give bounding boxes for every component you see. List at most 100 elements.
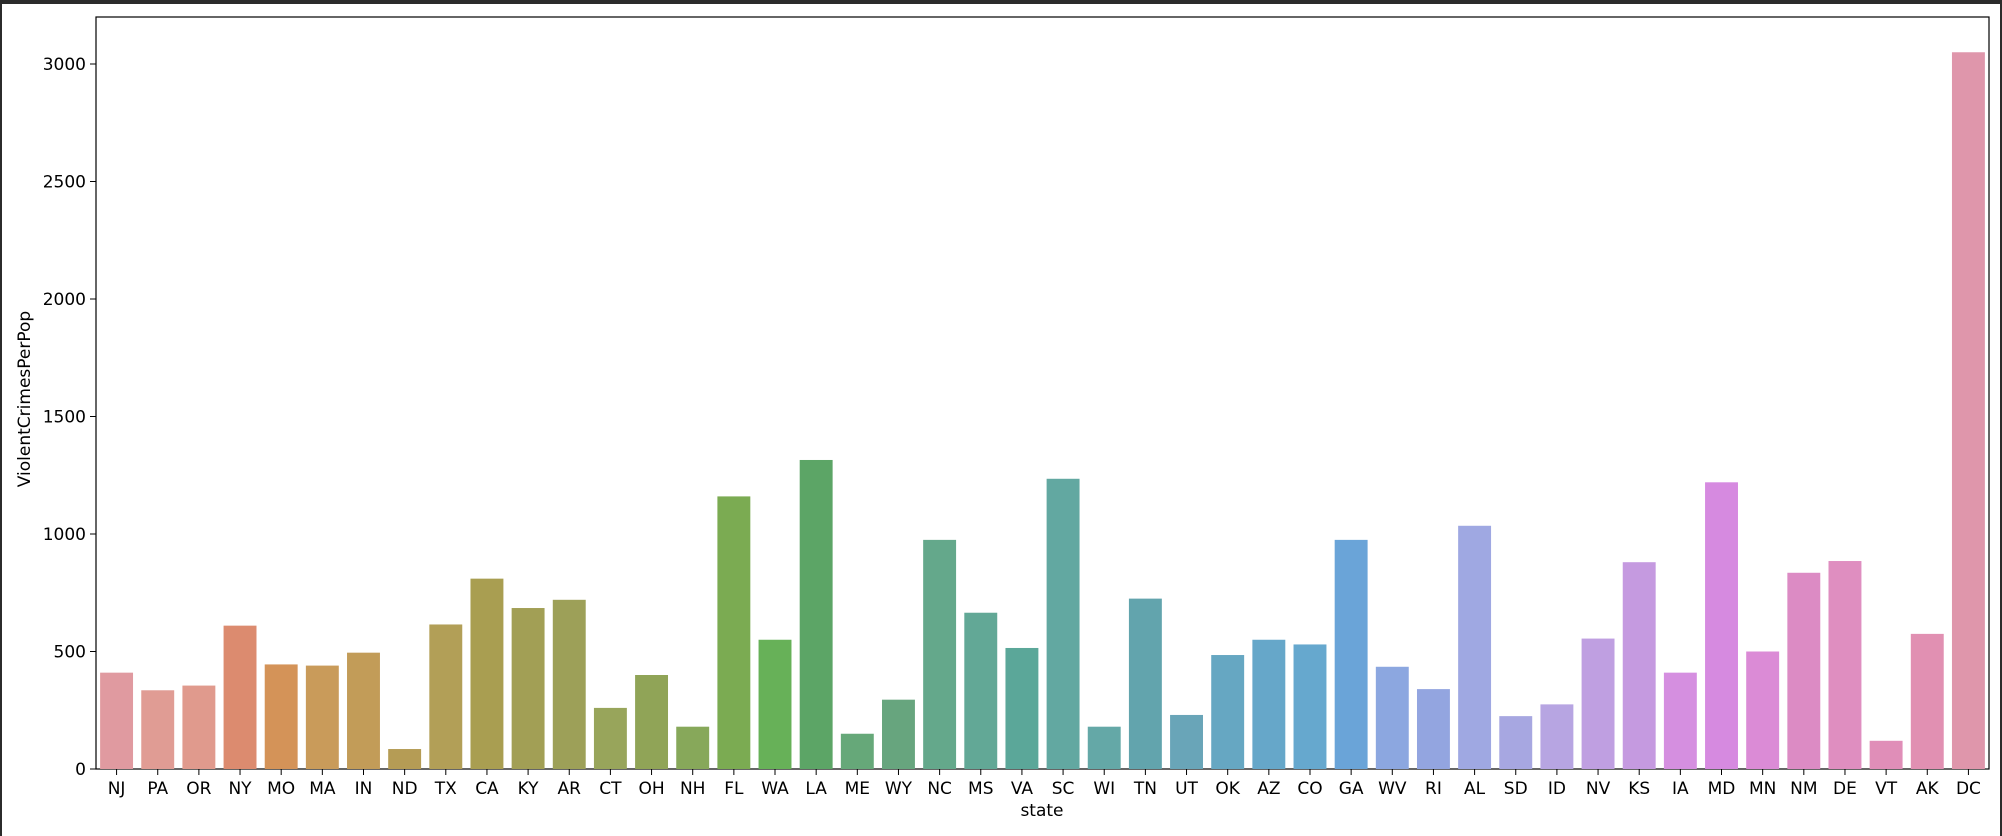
bar-in [347,652,380,769]
x-tick-label: VT [1875,779,1898,799]
bars-group [100,52,1985,769]
x-tick-label: NC [927,779,952,799]
plot-area-frame [95,16,1990,770]
x-tick-label: NM [1790,779,1817,799]
bar-tx [429,624,463,769]
x-tick-label: PA [147,779,168,799]
bar-al [1458,525,1492,769]
x-tick-label: AZ [1257,779,1280,799]
bar-ct [593,707,627,769]
x-tick-label: OH [638,779,664,799]
bar-tn [1128,598,1162,769]
x-tick-label: DC [1956,779,1981,799]
bar-ga [1334,539,1368,769]
bar-wi [1087,726,1121,769]
bar-ok [1211,655,1245,769]
x-tick-label: TX [434,779,457,799]
bar-oh [635,675,669,769]
bar-me [840,733,874,769]
bar-la [799,459,833,769]
x-tick-label: DE [1833,779,1857,799]
x-tick-label: ME [845,779,870,799]
bar-va [1005,647,1039,769]
bar-pa [141,690,175,769]
bar-id [1540,704,1574,769]
x-tick-label: SD [1504,779,1528,799]
bar-sd [1499,716,1533,769]
bar-ri [1416,689,1450,769]
x-tick-label: WA [761,779,789,799]
x-tick-label: LA [805,779,827,799]
bar-ia [1663,672,1697,769]
x-tick-label: KS [1628,779,1650,799]
x-tick-label: GA [1339,779,1364,799]
x-tick-label: NJ [108,779,126,799]
bar-mn [1746,651,1780,769]
bar-wv [1375,666,1409,769]
x-tick-label: ND [392,779,418,799]
x-tick-label: UT [1175,779,1198,799]
x-tick-label: MO [267,779,295,799]
bar-ms [964,612,998,769]
x-tick-label: VA [1011,779,1034,799]
x-tick-label: AR [558,779,582,799]
bar-ar [552,599,586,769]
x-tick-label: AK [1916,779,1940,799]
x-tick-label: IN [355,779,373,799]
x-tick-label: OR [186,779,211,799]
x-tick-label: OK [1215,779,1240,799]
x-tick-label: SC [1052,779,1075,799]
y-axis-label: ViolentCrimesPerPop [15,311,35,487]
y-tick-label: 2000 [43,290,86,310]
x-tick-label: CA [475,779,499,799]
bar-de [1828,561,1862,769]
bar-nv [1581,638,1615,769]
y-axis-ticks: 0 500 1000 1500 2000 2500 3000 [43,55,96,780]
x-tick-label: NV [1586,779,1611,799]
bar-wy [882,699,915,769]
bar-nd [388,749,422,769]
x-tick-label: NY [228,779,252,799]
bar-vt [1869,740,1903,769]
x-tick-label: RI [1425,779,1442,799]
x-tick-label: MS [968,779,993,799]
bar-nj [100,672,134,769]
bar-ut [1170,714,1203,769]
x-tick-label: IA [1672,779,1689,799]
bar-ky [511,608,545,769]
x-tick-label: CT [599,779,622,799]
x-tick-label: NH [680,779,706,799]
x-tick-label: FL [724,779,744,799]
bar-md [1705,482,1738,769]
x-tick-label: MN [1749,779,1776,799]
x-axis-label: state [1020,801,1063,821]
y-tick-label: 2500 [43,173,86,193]
x-tick-label: KY [518,779,540,799]
y-tick-label: 500 [54,643,86,663]
x-tick-label: MD [1708,779,1736,799]
x-tick-label: TN [1133,779,1157,799]
bar-wa [758,639,792,769]
y-tick-label: 1000 [43,525,86,545]
bar-nm [1787,572,1821,769]
x-tick-label: AL [1464,779,1486,799]
y-tick-label: 3000 [43,55,86,75]
bar-sc [1046,478,1080,769]
y-tick-label: 1500 [43,408,86,428]
x-axis-ticks: NJ PA OR NY MO MA IN ND TX CA KY AR CT OH NH FL WA LA ME WY… [108,769,1981,799]
bar-co [1293,644,1327,769]
bar-nc [923,539,957,769]
x-tick-label: CO [1297,779,1322,799]
bar-mo [264,664,298,769]
x-tick-label: ID [1548,779,1566,799]
x-tick-label: WV [1378,779,1407,799]
bar-ny [223,625,257,769]
bar-ks [1622,562,1656,769]
x-tick-label: WY [885,779,913,799]
x-tick-label: MA [309,779,336,799]
bar-ak [1910,633,1944,769]
chart-figure: 0 500 1000 1500 2000 2500 3000 NJ PA OR NY MO MA IN N… [2,4,2000,836]
bar-az [1252,639,1286,769]
bar-ca [470,578,504,769]
